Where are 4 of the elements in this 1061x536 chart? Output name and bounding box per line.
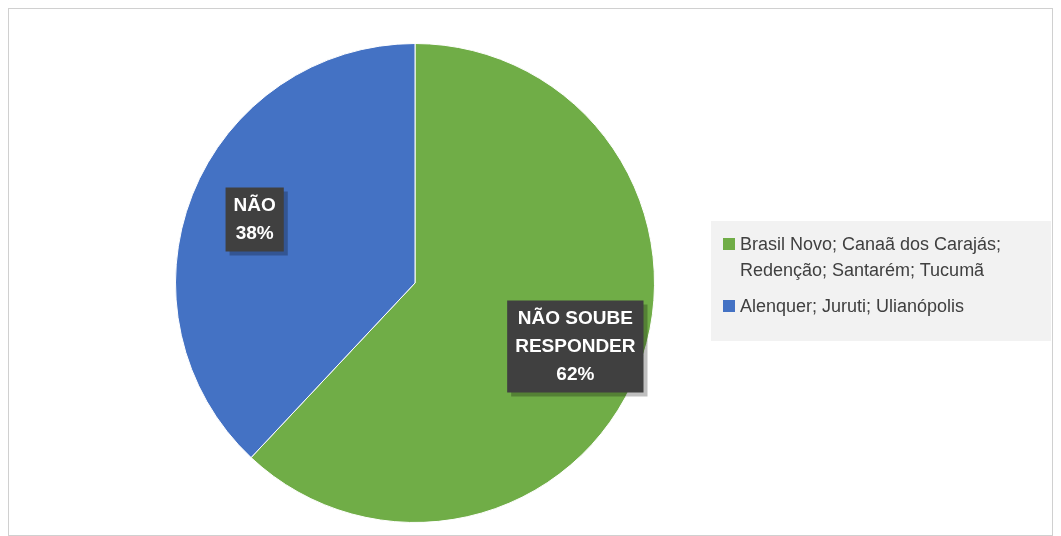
data-label: NÃO 38%	[233, 193, 276, 243]
legend-label: Alenquer; Juruti; Ulianópolis	[740, 295, 965, 318]
data-label: NÃO SOUBE RESPONDER 62%	[515, 306, 636, 384]
legend-label: Brasil Novo; Canaã dos Carajás; Redenção; Santarém; Tucumã	[740, 233, 1003, 282]
